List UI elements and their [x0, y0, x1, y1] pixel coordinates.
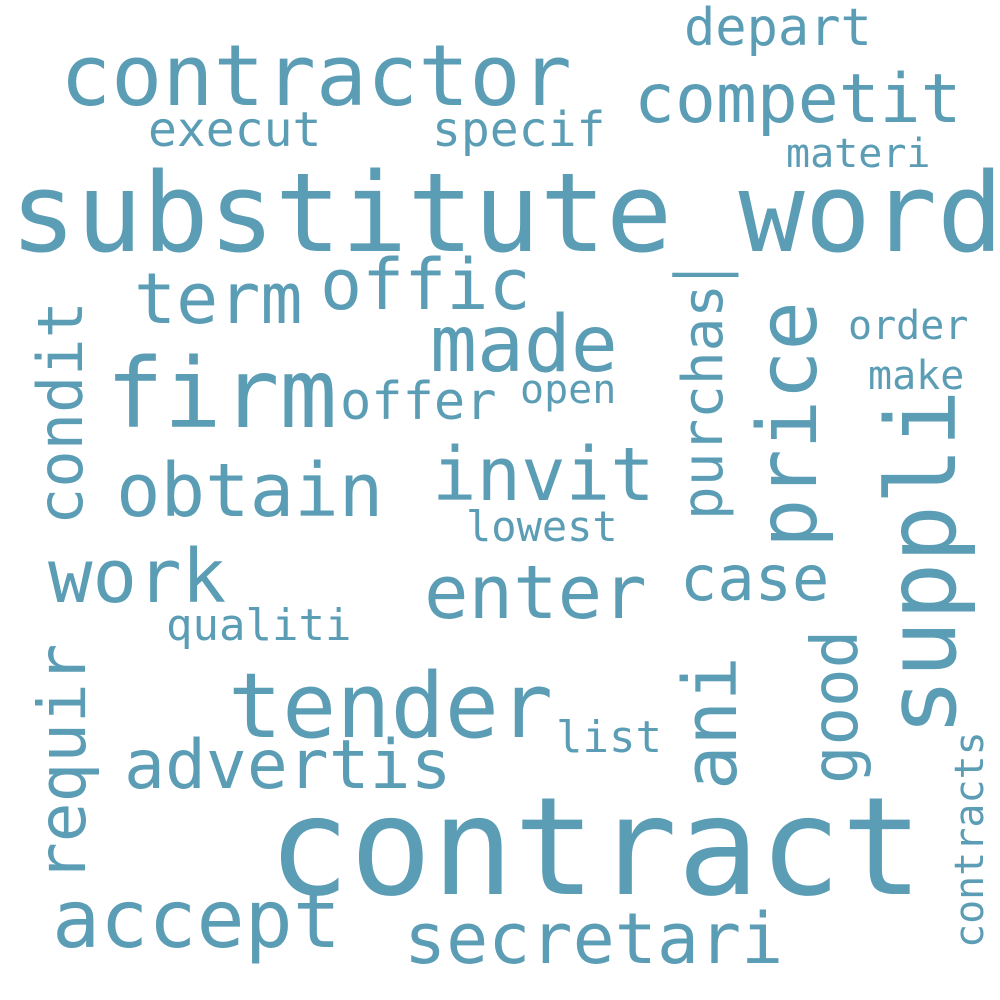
- word-order: order: [848, 303, 969, 349]
- word-enter: enter: [424, 550, 647, 636]
- word-offer: offer: [340, 372, 497, 432]
- word-accept: accept: [52, 873, 341, 966]
- word-contractor: contractor: [60, 27, 572, 126]
- word-made: made: [430, 300, 618, 390]
- word-make: make: [868, 353, 965, 399]
- word-offic: offic: [320, 244, 531, 326]
- word-tender: tender: [228, 654, 554, 759]
- word-competit: competit: [634, 60, 962, 139]
- word-obtain: obtain: [116, 448, 384, 534]
- word-list: list: [556, 712, 662, 763]
- word-work: work: [48, 534, 227, 620]
- word-ani: ani: [668, 656, 754, 790]
- word-open: open: [520, 367, 617, 413]
- word-invit: invit: [432, 432, 655, 518]
- word-specif: specif: [432, 102, 606, 158]
- word-qualiti: qualiti: [166, 600, 352, 651]
- word-requir: requir: [24, 643, 101, 882]
- word-term: term: [134, 258, 303, 340]
- word-condit: condit: [24, 301, 97, 525]
- word-execut: execut: [148, 102, 322, 158]
- word-contracts: contracts: [947, 731, 993, 948]
- word-price: price: [741, 301, 836, 548]
- word-good: good: [799, 629, 873, 784]
- word-purchas: purchas: [671, 283, 736, 520]
- word-contract: contract: [268, 769, 924, 927]
- word-secretari: secretari: [404, 898, 784, 980]
- word-lowest: lowest: [466, 502, 618, 551]
- word-depart: depart: [684, 0, 872, 58]
- word-advertis: advertis: [124, 726, 452, 805]
- word-firm: firm: [106, 338, 338, 450]
- word-case: case: [680, 542, 830, 615]
- word-substitute-word: substitute_word: [10, 149, 1000, 277]
- word-materi: materi: [786, 131, 931, 177]
- word-suppli: suppli: [866, 389, 978, 736]
